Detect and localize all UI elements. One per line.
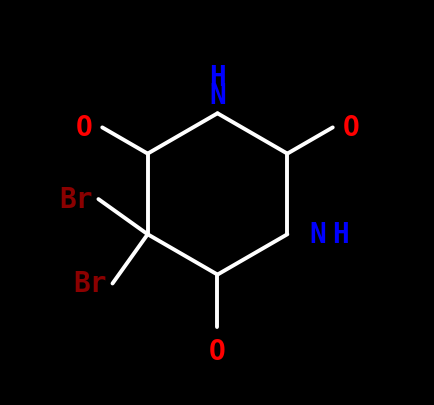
- Text: O: O: [342, 114, 359, 142]
- Text: Br: Br: [59, 185, 92, 213]
- Text: Br: Br: [73, 270, 106, 298]
- Text: H: H: [331, 221, 348, 249]
- Text: H: H: [209, 64, 225, 92]
- Text: N: N: [209, 82, 225, 110]
- Text: O: O: [209, 337, 225, 365]
- Text: O: O: [75, 114, 92, 142]
- Text: N: N: [309, 221, 326, 249]
